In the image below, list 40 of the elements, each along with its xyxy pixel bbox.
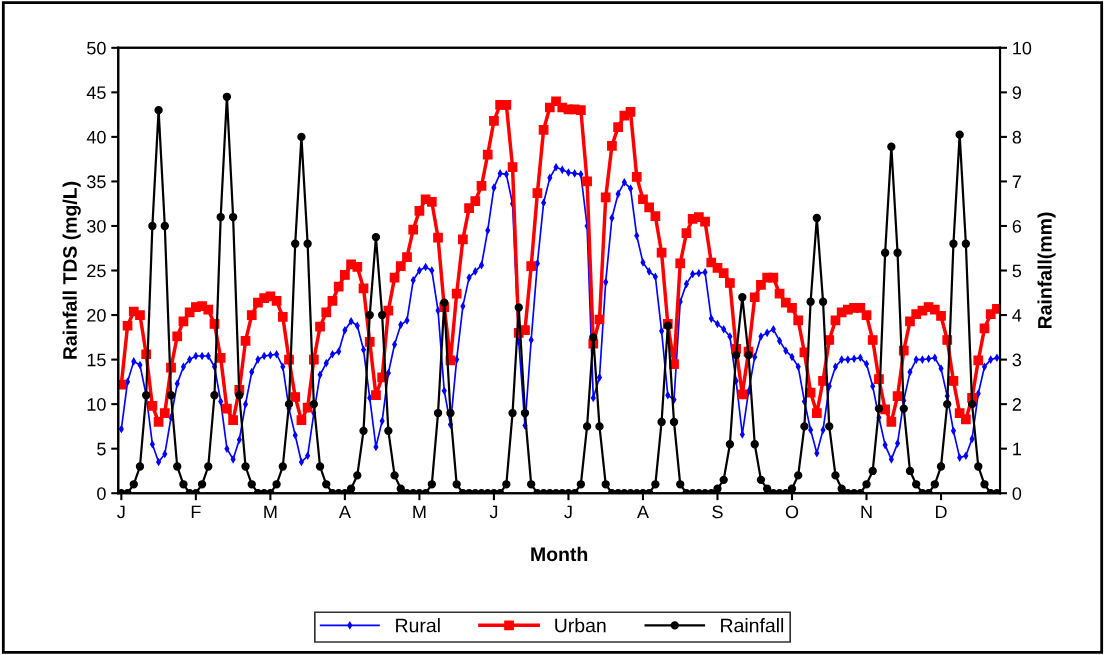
y2-tick-label: 3 bbox=[1012, 353, 1022, 367]
x-tick-label: N bbox=[861, 505, 872, 519]
x-tick-label: J bbox=[117, 505, 125, 519]
y2-tick-label: 6 bbox=[1012, 219, 1022, 233]
x-tick-label: A bbox=[338, 505, 351, 519]
x-tick-label: F bbox=[191, 505, 201, 519]
x-tick-label: S bbox=[712, 505, 723, 519]
y-tick-label: 0 bbox=[97, 487, 106, 500]
x-tick-label: M bbox=[413, 505, 426, 519]
legend-label: Urban bbox=[555, 618, 606, 633]
y-axis-title: Rainfall TDS (mg/L) bbox=[62, 181, 81, 359]
x-tick-label: O bbox=[785, 505, 799, 519]
y-tick-label: 20 bbox=[87, 308, 106, 322]
y-tick-label: 35 bbox=[87, 175, 106, 189]
x-axis-title: Month bbox=[531, 546, 588, 562]
y-tick-label: 15 bbox=[87, 353, 106, 367]
y-tick-label: 50 bbox=[87, 41, 106, 55]
legend-label: Rainfall bbox=[721, 618, 784, 633]
x-tick-label: A bbox=[636, 505, 649, 519]
y2-tick-label: 5 bbox=[1012, 264, 1022, 278]
y-tick-label: 5 bbox=[97, 442, 106, 456]
y2-tick-label: 4 bbox=[1012, 309, 1022, 322]
y2-tick-label: 0 bbox=[1012, 487, 1022, 500]
y-tick-label: 45 bbox=[86, 86, 106, 100]
y-tick-label: 30 bbox=[87, 219, 106, 233]
x-tick-label: M bbox=[264, 505, 277, 519]
x-tick-label: J bbox=[564, 505, 572, 519]
x-tick-label: J bbox=[489, 505, 498, 519]
y2-tick-label: 1 bbox=[1013, 442, 1021, 456]
y2-tick-label: 9 bbox=[1012, 86, 1022, 100]
y-tick-label: 10 bbox=[87, 398, 106, 411]
y2-tick-label: 2 bbox=[1012, 398, 1021, 411]
y2-tick-label: 10 bbox=[1013, 41, 1032, 55]
x-tick-label: D bbox=[935, 505, 947, 519]
y2-tick-label: 8 bbox=[1012, 130, 1022, 144]
y2-axis-title: Rainfall(mm) bbox=[1037, 212, 1056, 329]
y-tick-label: 25 bbox=[87, 264, 106, 278]
y-tick-label: 40 bbox=[86, 130, 106, 144]
y2-tick-label: 7 bbox=[1012, 175, 1021, 188]
legend-label: Rural bbox=[396, 618, 440, 633]
